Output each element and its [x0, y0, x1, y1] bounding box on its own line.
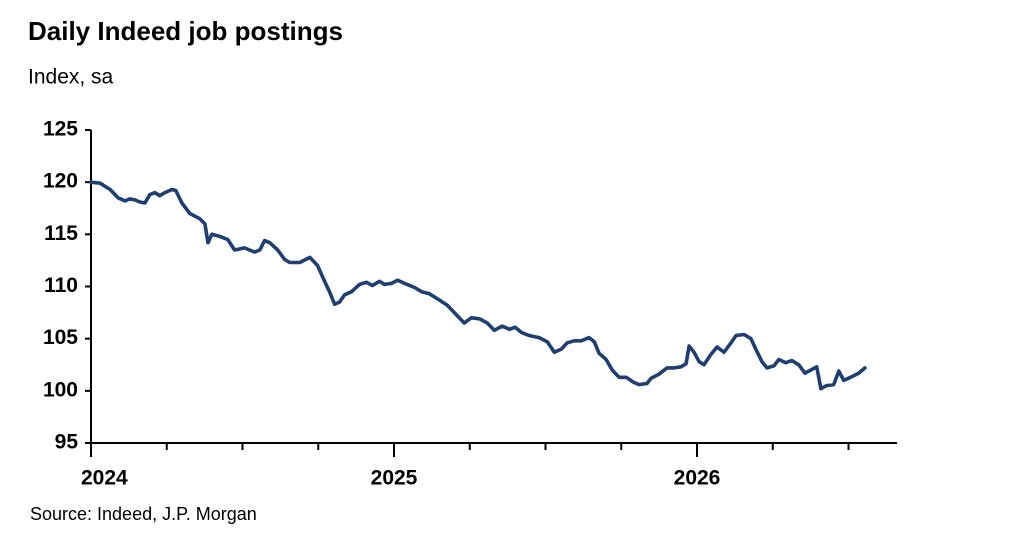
x-tick-label: 2025	[371, 467, 418, 490]
y-tick-label: 115	[44, 222, 78, 245]
y-tick-label: 105	[43, 326, 78, 349]
data-line	[89, 180, 867, 391]
y-tick-label: 110	[44, 274, 78, 297]
x-tick-label: 2026	[674, 467, 721, 490]
source-note: Source: Indeed, J.P. Morgan	[30, 504, 257, 524]
chart-subtitle: Index, sa	[28, 66, 114, 89]
x-tick-label: 2024	[81, 467, 128, 490]
chart-title: Daily Indeed job postings	[28, 16, 343, 46]
y-tick-label: 100	[43, 378, 78, 401]
y-tick-label: 95	[55, 431, 79, 454]
y-tick-label: 120	[43, 170, 78, 193]
y-tick-label: 125	[43, 118, 78, 141]
